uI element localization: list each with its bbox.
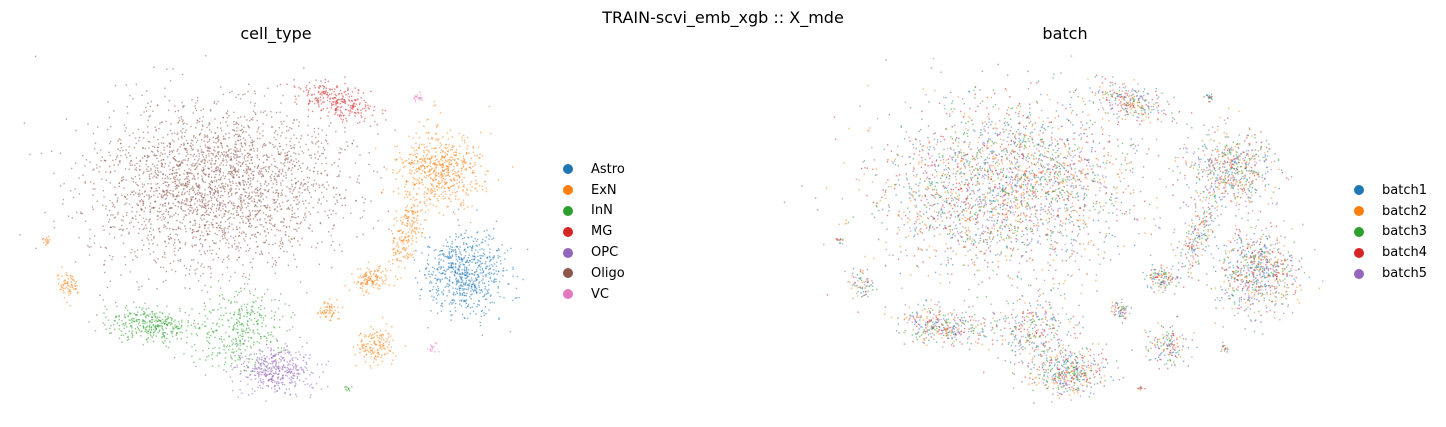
legend-label: Astro bbox=[591, 161, 625, 177]
legend-label: batch5 bbox=[1382, 266, 1427, 282]
legend-marker bbox=[1354, 247, 1364, 258]
left-panel-title: cell_type bbox=[240, 24, 312, 43]
legend-label: ExN bbox=[591, 182, 617, 198]
right-panel-title: batch bbox=[1042, 24, 1088, 43]
legend-label: batch2 bbox=[1382, 203, 1427, 219]
legend-item: batch1 bbox=[1354, 180, 1427, 201]
legend-item: InN bbox=[563, 201, 625, 222]
legend-marker bbox=[1354, 206, 1364, 217]
legend-marker bbox=[563, 205, 573, 216]
legend-label: Oligo bbox=[591, 265, 625, 281]
legend-item: batch3 bbox=[1354, 222, 1427, 243]
legend-marker bbox=[1354, 185, 1364, 196]
legend-item: MG bbox=[563, 221, 625, 242]
left-scatter-points bbox=[19, 55, 529, 402]
legend-item: ExN bbox=[563, 180, 625, 201]
legend-marker bbox=[563, 185, 573, 196]
legend-label: MG bbox=[591, 224, 613, 240]
right-legend: batch1 batch2 batch3 batch4 batch5 bbox=[1354, 180, 1427, 284]
legend-item: batch5 bbox=[1354, 263, 1427, 284]
legend-item: OPC bbox=[563, 242, 625, 263]
legend-marker bbox=[1354, 268, 1364, 279]
legend-marker bbox=[563, 226, 573, 237]
legend-label: batch4 bbox=[1382, 245, 1427, 261]
legend-label: batch3 bbox=[1382, 224, 1427, 240]
legend-marker bbox=[563, 164, 573, 175]
legend-label: OPC bbox=[591, 245, 619, 261]
legend-item: Oligo bbox=[563, 263, 625, 284]
legend-item: batch2 bbox=[1354, 201, 1427, 222]
legend-marker bbox=[563, 268, 573, 279]
legend-marker bbox=[563, 289, 573, 300]
legend-item: Astro bbox=[563, 159, 625, 180]
figure-suptitle: TRAIN-scvi_emb_xgb :: X_mde bbox=[602, 8, 844, 27]
legend-item: batch4 bbox=[1354, 242, 1427, 263]
right-scatter-points bbox=[783, 55, 1324, 404]
legend-item: VC bbox=[563, 284, 625, 305]
legend-label: batch1 bbox=[1382, 182, 1427, 198]
legend-marker bbox=[563, 247, 573, 258]
left-legend: Astro ExN InN MG OPC Oligo VC bbox=[563, 159, 625, 305]
legend-label: VC bbox=[591, 286, 609, 302]
legend-marker bbox=[1354, 226, 1364, 237]
legend-label: InN bbox=[591, 203, 613, 219]
